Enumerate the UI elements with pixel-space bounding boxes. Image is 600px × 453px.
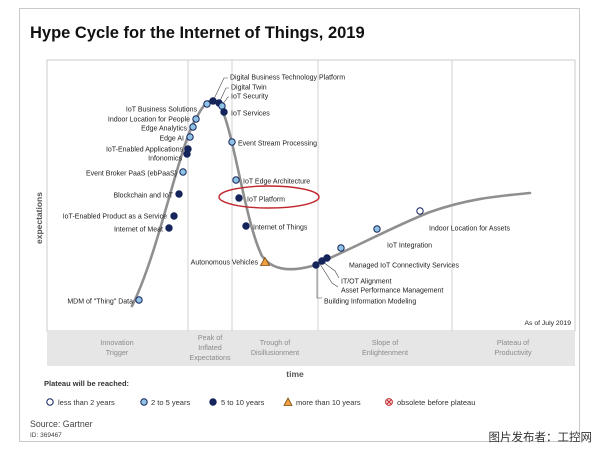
- phase-trough-l1: Trough of: [260, 338, 291, 347]
- marker-iot-business-solutions: [203, 100, 211, 108]
- marker-event-broker-paas-ebpaas: [179, 168, 187, 176]
- phase-plateau-l1: Plateau of: [497, 338, 529, 347]
- watermark: 图片发布者：工控网: [489, 430, 593, 444]
- legend-label-gt10: more than 10 years: [296, 398, 361, 407]
- label-indoor-location-for-people: Indoor Location for People: [108, 117, 190, 124]
- label-iot-business-solutions: IoT Business Solutions: [126, 107, 198, 114]
- phase-slope-l1: Slope of: [372, 338, 398, 347]
- legend-label-obsolete: obsolete before plateau: [397, 398, 475, 407]
- marker-indoor-location-for-assets: [416, 207, 424, 215]
- marker-digital-business-technology-platform: [209, 97, 217, 105]
- phase-trough-l2: Disillusionment: [251, 348, 299, 357]
- label-indoor-location-for-assets: Indoor Location for Assets: [429, 226, 510, 233]
- source-label: Source: Gartner: [30, 419, 93, 429]
- phase-band: [47, 331, 575, 366]
- figure-frame: [19, 8, 580, 442]
- phase-dividers: [187, 60, 453, 366]
- marker-event-stream-processing: [228, 138, 236, 146]
- label-iot-enabled-product-as-a-service: IoT-Enabled Product as a Service: [63, 214, 167, 221]
- phase-peak-l3: Expectations: [189, 353, 231, 362]
- marker-internet-of-meat: [165, 224, 173, 232]
- marker-iot-enabled-product-as-a-service: [170, 212, 178, 220]
- label-autonomous-vehicles: Autonomous Vehicles: [191, 260, 259, 267]
- leader-lines: [212, 77, 340, 299]
- label-internet-of-things: Internet of Things: [253, 225, 308, 232]
- marker-blockchain-and-iot: [175, 190, 183, 198]
- marker-iot-platform: [235, 194, 243, 202]
- label-iot-platform: IoT Platform: [247, 197, 285, 204]
- label-iot-security: IoT Security: [231, 94, 269, 101]
- marker-edge-ai: [186, 133, 194, 141]
- as-of-label: As of July 2019: [525, 320, 572, 327]
- label-internet-of-meat: Internet of Meat: [114, 227, 163, 234]
- marker-edge-analytics: [189, 123, 197, 131]
- marker-mdm-of-thing-data: [135, 296, 143, 304]
- marker-iot-services: [220, 108, 228, 116]
- chart-title: Hype Cycle for the Internet of Things, 2…: [30, 24, 365, 42]
- legend-label-5to10: 5 to 10 years: [221, 398, 265, 407]
- label-iot-integration: IoT Integration: [387, 243, 432, 250]
- legend-label-2to5: 2 to 5 years: [151, 398, 190, 407]
- legend-title: Plateau will be reached:: [44, 379, 129, 388]
- label-iot-services: IoT Services: [231, 111, 270, 118]
- label-edge-analytics: Edge Analytics: [141, 126, 187, 133]
- label-it-ot-alignment: IT/OT Alignment: [341, 279, 392, 286]
- label-digital-business-technology-platform: Digital Business Technology Platform: [230, 75, 345, 82]
- label-blockchain-and-iot: Blockchain and IoT: [113, 193, 173, 200]
- marker-building-information-modeling: [312, 261, 320, 269]
- phase-innovation-trigger-l2: Trigger: [106, 348, 129, 357]
- marker-iot-security: [218, 102, 226, 110]
- marker-iot-edge-architecture: [232, 176, 240, 184]
- label-mdm-of-thing-data: MDM of "Thing" Data: [67, 299, 133, 306]
- doc-id-label: ID: 369467: [30, 432, 62, 439]
- label-iot-enabled-applications: IoT-Enabled Applications: [106, 147, 184, 154]
- marker-infonomics: [183, 150, 191, 158]
- label-digital-twin: Digital Twin: [231, 85, 267, 92]
- phase-peak-l2: Inflated: [198, 343, 222, 352]
- phase-slope-l2: Enlightenment: [362, 348, 408, 357]
- legend-label-lt2: less than 2 years: [58, 398, 115, 407]
- highlight-ellipse: [218, 185, 320, 209]
- phase-peak-l1: Peak of: [198, 333, 222, 342]
- label-asset-performance-management: Asset Performance Management: [341, 288, 443, 295]
- marker-autonomous-vehicles: [259, 256, 271, 266]
- label-managed-iot-connectivity-services: Managed IoT Connectivity Services: [349, 263, 459, 270]
- marker-indoor-location-for-people: [192, 115, 200, 123]
- phase-innovation-trigger-l1: Innovation: [100, 338, 133, 347]
- label-infonomics: Infonomics: [148, 156, 182, 163]
- x-axis-label: time: [286, 369, 304, 379]
- legend: less than 2 years 2 to 5 years 5 to 10 y…: [46, 397, 475, 407]
- legend-swatch-lt2: [46, 398, 54, 406]
- y-axis-label: expectations: [34, 192, 44, 244]
- label-event-broker-paas-ebpaas: Event Broker PaaS (ebPaaS): [86, 171, 177, 178]
- label-edge-ai: Edge AI: [159, 136, 184, 143]
- legend-swatch-5to10: [209, 398, 217, 406]
- hype-curve: [130, 99, 532, 308]
- label-event-stream-processing: Event Stream Processing: [238, 141, 317, 148]
- legend-swatch-obsolete: [385, 398, 393, 406]
- label-building-information-modeling: Building Information Modeling: [324, 299, 416, 306]
- legend-swatch-gt10: [283, 397, 293, 406]
- phase-plateau-l2: Productivity: [494, 348, 532, 357]
- legend-swatch-2to5: [140, 398, 148, 406]
- marker-iot-integration: [373, 225, 381, 233]
- marker-managed-iot-connectivity-services: [337, 244, 345, 252]
- marker-asset-performance-management: [318, 257, 326, 265]
- label-iot-edge-architecture: IoT Edge Architecture: [243, 179, 310, 186]
- marker-internet-of-things: [242, 222, 250, 230]
